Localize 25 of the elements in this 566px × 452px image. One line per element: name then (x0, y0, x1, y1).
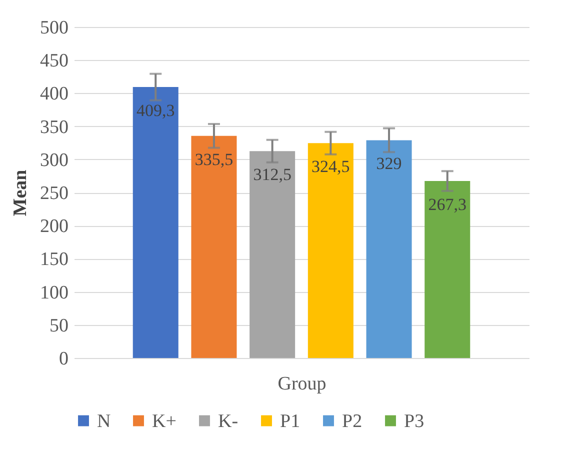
legend-label: K- (218, 410, 238, 432)
legend-label: P1 (280, 410, 300, 432)
legend-label: K+ (152, 410, 176, 432)
y-tick-label: 450 (40, 50, 68, 72)
data-label: 409,3 (136, 101, 175, 120)
legend-label: N (97, 410, 111, 432)
y-tick-label: 100 (40, 282, 68, 304)
y-tick-label: 0 (59, 348, 68, 370)
legend-label: P2 (342, 410, 362, 432)
x-axis-title: Group (278, 374, 326, 394)
data-label: 312,5 (253, 165, 292, 184)
y-tick-label: 200 (40, 216, 68, 238)
y-axis-title: Mean (10, 169, 31, 216)
data-label: 329 (376, 154, 402, 174)
y-tick-label: 250 (40, 183, 68, 204)
legend-label: P3 (404, 410, 424, 432)
data-label: 267,3 (428, 195, 466, 214)
y-tick-label: 300 (40, 150, 68, 171)
y-tick-label: 500 (40, 18, 68, 38)
y-tick-label: 400 (40, 84, 68, 105)
y-tick-label: 50 (50, 315, 68, 336)
data-label: 335,5 (194, 150, 234, 169)
y-tick-label: 350 (40, 116, 68, 138)
y-tick-label: 150 (40, 249, 68, 270)
data-label: 324,5 (312, 157, 350, 176)
